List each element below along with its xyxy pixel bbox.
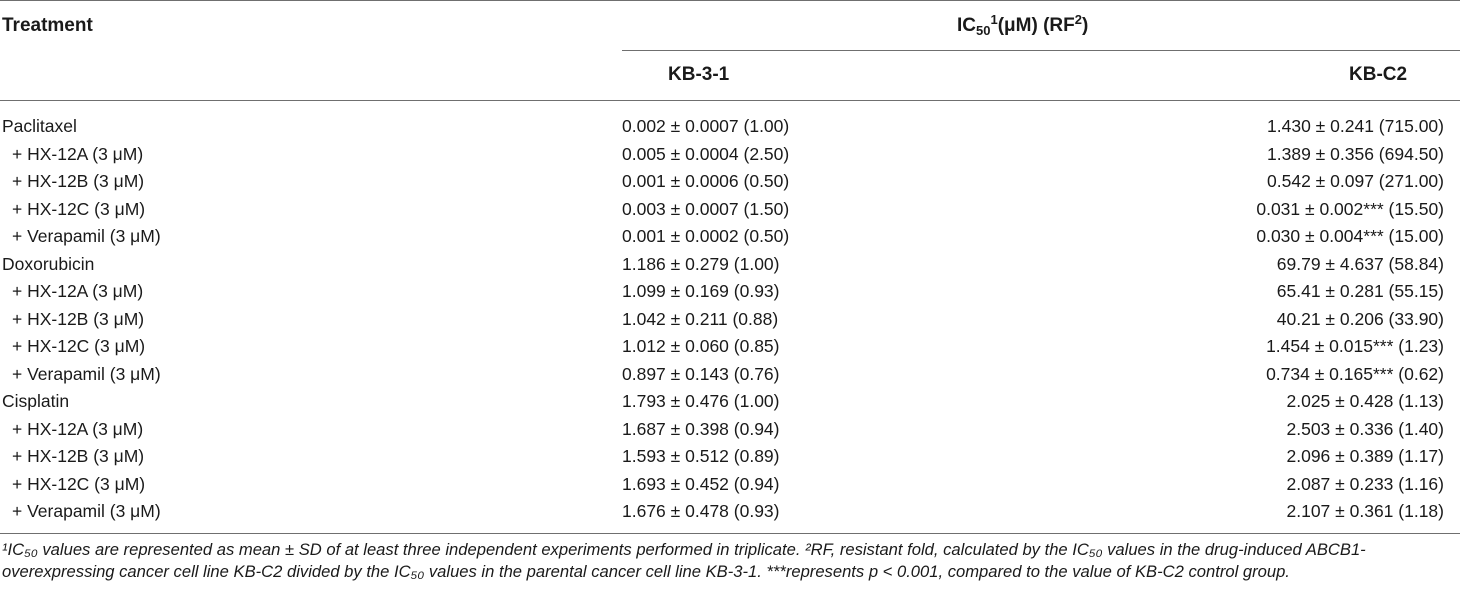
table-bottom-rule (0, 533, 1460, 534)
table-footnote: ¹IC₅₀ values are represented as mean ± S… (2, 539, 1452, 583)
kb31-cell: 0.001 ± 0.0002 (0.50) (622, 226, 790, 246)
kbc2-cell: 69.79 ± 4.637 (58.84) (1276, 253, 1444, 274)
kb31-cell: 1.012 ± 0.060 (0.85) (622, 336, 780, 356)
table-row: + HX-12C (3 μM) 0.003 ± 0.0007 (1.50) 0.03… (0, 196, 1460, 224)
kb31-cell: 1.687 ± 0.398 (0.94) (622, 418, 780, 439)
table-row: + HX-12A (3 μM) 1.687 ± 0.398 (0.94) 2.503… (0, 416, 1460, 444)
footnote-line-2: overexpressing cancer cell line KB-C2 di… (2, 562, 1290, 581)
treatment-cell: + HX-12A (3 μM) (12, 418, 144, 439)
table-row: + HX-12C (3 μM) 1.012 ± 0.060 (0.85) 1.454… (0, 333, 1460, 361)
header-span-rule (622, 50, 1460, 51)
header-treatment: Treatment (2, 15, 93, 36)
kb31-cell: 1.186 ± 0.279 (1.00) (622, 253, 780, 274)
kbc2-cell: 2.107 ± 0.361 (1.18) (1286, 501, 1445, 521)
table-row: Cisplatin 1.793 ± 0.476 (1.00) 2.025 ± 0.4… (0, 388, 1460, 416)
rf-superscript: 2 (1074, 12, 1082, 27)
kbc2-cell: 0.734 ± 0.165*** (0.62) (1266, 363, 1444, 384)
kbc2-cell: 0.031 ± 0.002*** (15.50) (1256, 198, 1444, 219)
ic50-close-paren: ) (1081, 15, 1089, 36)
kb31-cell: 1.693 ± 0.452 (0.94) (622, 473, 780, 494)
kbc2-cell: 2.087 ± 0.233 (1.16) (1286, 473, 1445, 494)
table-row: Doxorubicin 1.186 ± 0.279 (1.00) 69.79 ± 4… (0, 251, 1460, 279)
kbc2-cell: 2.503 ± 0.336 (1.40) (1286, 418, 1445, 439)
kbc2-cell: 2.096 ± 0.389 (1.17) (1286, 446, 1445, 466)
treatment-cell: + HX-12C (3 μM) (12, 473, 146, 494)
kb31-cell: 0.897 ± 0.143 (0.76) (622, 363, 780, 384)
treatment-cell: + Verapamil (3 μM) (12, 501, 161, 521)
kb31-cell: 1.676 ± 0.478 (0.93) (622, 501, 780, 521)
ic50-subscript: 50 (976, 23, 991, 38)
table-row: + HX-12B (3 μM) 1.593 ± 0.512 (0.89) 2.096… (0, 443, 1460, 471)
kb31-cell: 1.099 ± 0.169 (0.93) (622, 281, 780, 301)
kb31-cell: 0.001 ± 0.0006 (0.50) (622, 171, 790, 191)
treatment-cell: + HX-12B (3 μM) (12, 171, 145, 191)
treatment-cell: + HX-12A (3 μM) (12, 143, 144, 164)
kb31-cell: 0.003 ± 0.0007 (1.50) (622, 198, 790, 219)
kbc2-cell: 2.025 ± 0.428 (1.13) (1286, 391, 1445, 411)
table-row: + HX-12A (3 μM) 1.099 ± 0.169 (0.93) 65.41… (0, 278, 1460, 306)
kbc2-cell: 65.41 ± 0.281 (55.15) (1276, 281, 1444, 301)
header-kbc2: KB-C2 (1349, 64, 1408, 85)
table-row: Paclitaxel 0.002 ± 0.0007 (1.00) 1.430 ± 0… (0, 113, 1460, 141)
kbc2-cell: 0.030 ± 0.004*** (15.00) (1256, 226, 1444, 246)
ic50-unit: (μM) (RF (997, 15, 1075, 36)
table-top-rule (0, 0, 1460, 1)
table-row: + HX-12B (3 μM) 1.042 ± 0.211 (0.88) 40.21… (0, 306, 1460, 334)
treatment-cell: Paclitaxel (2, 116, 77, 136)
header-kb31: KB-3-1 (668, 64, 730, 85)
treatment-cell: + Verapamil (3 μM) (12, 226, 161, 246)
treatment-cell: Cisplatin (2, 391, 70, 411)
treatment-cell: + HX-12C (3 μM) (12, 336, 146, 356)
kb31-cell: 0.002 ± 0.0007 (1.00) (622, 116, 790, 136)
treatment-cell: + HX-12C (3 μM) (12, 198, 146, 219)
table-row: + Verapamil (3 μM) 1.676 ± 0.478 (0.93) 2.… (0, 498, 1460, 526)
kbc2-cell: 1.430 ± 0.241 (715.00) (1267, 116, 1444, 136)
kb31-cell: 1.793 ± 0.476 (1.00) (622, 391, 780, 411)
header-ic50: IC501(μM) (RF2) (957, 12, 1089, 38)
treatment-cell: + HX-12A (3 μM) (12, 281, 144, 301)
kbc2-cell: 40.21 ± 0.206 (33.90) (1276, 308, 1444, 329)
kb31-cell: 1.042 ± 0.211 (0.88) (622, 308, 779, 329)
header-bottom-rule (0, 100, 1460, 101)
treatment-cell: + HX-12B (3 μM) (12, 308, 145, 329)
table-body: Paclitaxel 0.002 ± 0.0007 (1.00) 1.430 ± 0… (0, 113, 1460, 526)
footnote-line-1: ¹IC₅₀ values are represented as mean ± S… (2, 540, 1366, 559)
ic50-superscript: 1 (990, 12, 998, 27)
kb31-cell: 1.593 ± 0.512 (0.89) (622, 446, 780, 466)
table-row: + HX-12B (3 μM) 0.001 ± 0.0006 (0.50) 0.54… (0, 168, 1460, 196)
treatment-cell: + HX-12B (3 μM) (12, 446, 145, 466)
table-row: + Verapamil (3 μM) 0.001 ± 0.0002 (0.50) 0… (0, 223, 1460, 251)
kbc2-cell: 1.389 ± 0.356 (694.50) (1267, 143, 1444, 164)
table-row: + Verapamil (3 μM) 0.897 ± 0.143 (0.76) 0.… (0, 361, 1460, 389)
treatment-cell: + Verapamil (3 μM) (12, 363, 161, 384)
kbc2-cell: 0.542 ± 0.097 (271.00) (1267, 171, 1444, 191)
ic50-label: IC (957, 15, 976, 36)
treatment-cell: Doxorubicin (2, 253, 95, 274)
kbc2-cell: 1.454 ± 0.015*** (1.23) (1266, 336, 1444, 356)
table-row: + HX-12A (3 μM) 0.005 ± 0.0004 (2.50) 1.38… (0, 141, 1460, 169)
kb31-cell: 0.005 ± 0.0004 (2.50) (622, 143, 790, 164)
table-row: + HX-12C (3 μM) 1.693 ± 0.452 (0.94) 2.087… (0, 471, 1460, 499)
